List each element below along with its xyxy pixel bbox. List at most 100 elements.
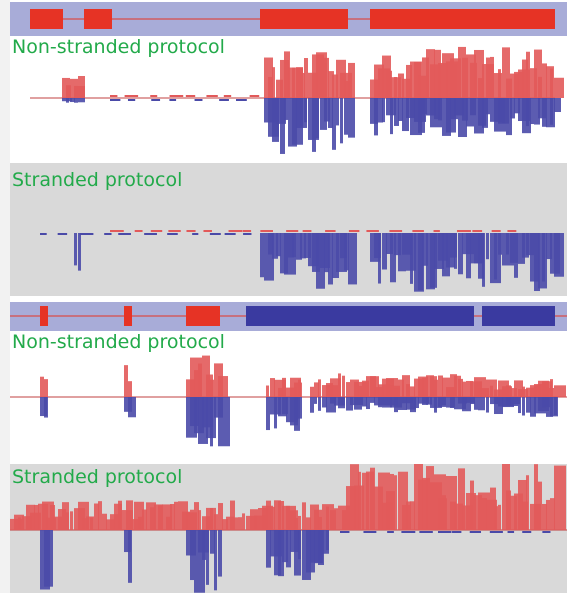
reverse-read bbox=[266, 397, 270, 431]
locus-1-non-stranded-label: Non-stranded protocol bbox=[12, 36, 225, 58]
reverse-read bbox=[128, 397, 136, 418]
reverse-read bbox=[550, 98, 553, 125]
reverse-read bbox=[450, 397, 454, 408]
forward-read bbox=[510, 495, 517, 530]
reverse-read bbox=[322, 530, 329, 554]
forward-read bbox=[550, 498, 555, 530]
forward-read bbox=[478, 388, 489, 397]
reverse-read bbox=[340, 531, 350, 533]
reverse-read bbox=[506, 233, 509, 255]
forward-read bbox=[332, 74, 338, 98]
forward-read bbox=[398, 379, 404, 397]
reverse-read bbox=[450, 233, 457, 258]
reverse-read bbox=[266, 530, 271, 568]
reverse-read bbox=[151, 99, 161, 101]
forward-read bbox=[394, 388, 400, 397]
reverse-read bbox=[478, 233, 484, 279]
locus-2-gene-track bbox=[10, 302, 567, 331]
forward-read bbox=[422, 57, 429, 98]
reverse-read bbox=[534, 98, 540, 125]
reverse-read bbox=[344, 233, 349, 271]
reverse-read bbox=[284, 98, 288, 120]
forward-read bbox=[44, 379, 48, 397]
reverse-read bbox=[534, 233, 540, 292]
reverse-read bbox=[344, 98, 348, 135]
forward-read bbox=[314, 382, 319, 397]
forward-read bbox=[78, 501, 89, 530]
forward-read bbox=[302, 502, 306, 530]
reverse-read bbox=[338, 397, 345, 409]
reverse-read bbox=[278, 530, 284, 577]
reverse-read bbox=[110, 99, 121, 101]
reverse-read bbox=[74, 98, 78, 103]
forward-read bbox=[514, 380, 523, 397]
locus-2-non-stranded-label: Non-stranded protocol bbox=[12, 331, 225, 353]
reverse-read bbox=[210, 397, 213, 447]
forward-read bbox=[334, 385, 338, 397]
forward-read bbox=[218, 376, 228, 397]
reverse-read bbox=[518, 233, 525, 264]
forward-read bbox=[326, 383, 333, 397]
reverse-read bbox=[454, 233, 457, 269]
forward-read bbox=[472, 230, 483, 232]
reverse-read bbox=[78, 233, 81, 271]
forward-read bbox=[318, 379, 321, 397]
reverse-read bbox=[394, 98, 399, 126]
reverse-read bbox=[506, 98, 512, 136]
forward-read bbox=[124, 365, 128, 397]
forward-read bbox=[470, 480, 474, 530]
reverse-read bbox=[128, 530, 132, 583]
reverse-read bbox=[348, 233, 357, 285]
forward-read bbox=[434, 379, 438, 397]
reverse-read bbox=[398, 98, 403, 121]
reverse-read bbox=[340, 233, 347, 259]
reverse-read bbox=[514, 233, 518, 278]
forward-read bbox=[398, 73, 404, 98]
forward-read bbox=[358, 471, 361, 530]
forward-read bbox=[502, 47, 510, 98]
forward-read bbox=[406, 384, 410, 397]
forward-read bbox=[342, 510, 346, 530]
reverse-read bbox=[169, 99, 177, 101]
reverse-read bbox=[378, 233, 381, 284]
reverse-read bbox=[316, 98, 319, 139]
reverse-read bbox=[434, 98, 440, 120]
forward-read bbox=[550, 379, 553, 397]
forward-read bbox=[344, 80, 350, 98]
reverse-read bbox=[358, 397, 363, 406]
forward-read bbox=[326, 506, 329, 530]
forward-read bbox=[206, 374, 213, 397]
forward-read bbox=[328, 71, 334, 98]
forward-read bbox=[94, 503, 99, 530]
forward-read bbox=[330, 510, 336, 530]
forward-read bbox=[134, 501, 144, 530]
forward-read bbox=[338, 373, 341, 397]
reverse-read bbox=[235, 99, 247, 101]
forward-read bbox=[150, 507, 155, 530]
forward-read bbox=[170, 504, 175, 530]
forward-read bbox=[342, 375, 345, 397]
reverse-read bbox=[498, 233, 502, 255]
forward-read bbox=[270, 506, 275, 530]
forward-read bbox=[486, 57, 490, 98]
reverse-read bbox=[394, 397, 398, 413]
locus-2-stranded-panel: Stranded protocol bbox=[10, 464, 567, 593]
forward-read bbox=[169, 95, 184, 97]
forward-read bbox=[454, 375, 461, 397]
forward-read bbox=[542, 63, 547, 98]
forward-read bbox=[490, 56, 494, 98]
reverse-read bbox=[318, 530, 324, 566]
forward-read bbox=[546, 499, 550, 530]
forward-read bbox=[526, 475, 529, 530]
reverse-read bbox=[348, 98, 355, 138]
locus-1-stranded-label: Stranded protocol bbox=[12, 169, 183, 191]
reverse-read bbox=[272, 98, 279, 142]
forward-read bbox=[198, 363, 202, 397]
reverse-read bbox=[104, 233, 112, 235]
locus-1-gene-model bbox=[30, 9, 555, 29]
forward-read bbox=[498, 69, 501, 98]
forward-read bbox=[456, 230, 471, 232]
reverse-read bbox=[442, 397, 446, 406]
locus-1-panel: Non-stranded protocol bbox=[10, 0, 567, 163]
forward-read bbox=[242, 230, 252, 232]
